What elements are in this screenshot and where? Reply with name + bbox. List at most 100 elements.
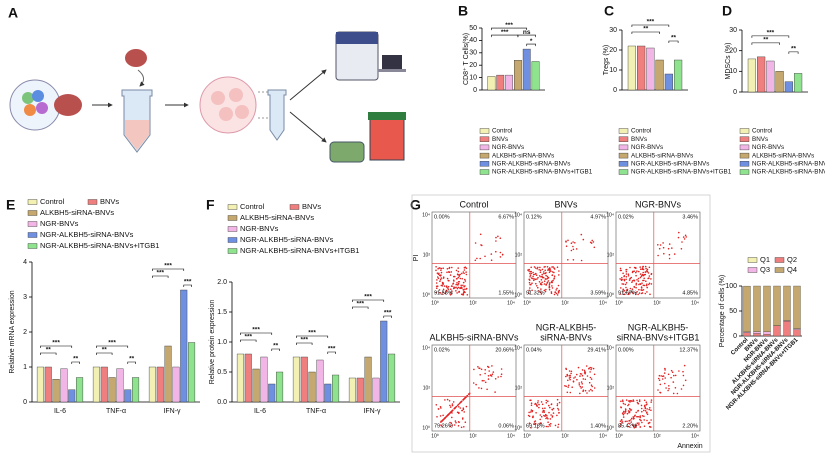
flow-dot (456, 282, 458, 284)
sig-bracket (40, 345, 73, 348)
legend-label: BNVs (492, 136, 508, 143)
legend-label: NGR-ALKBH5-siRNA-BNVs+ITGB1 (240, 246, 359, 255)
flow-dot (529, 411, 532, 413)
flow-title: NGR-BNVs (635, 199, 682, 209)
flow-dot (632, 424, 634, 426)
quadrant-value: 20.66% (495, 347, 514, 353)
flow-dot (650, 283, 653, 285)
flow-dot (547, 421, 549, 424)
cell (32, 90, 44, 102)
flow-dot (627, 273, 630, 276)
flow-dot (625, 291, 627, 294)
flow-dot (529, 287, 531, 289)
flow-dot (549, 418, 552, 420)
flow-dot (547, 400, 549, 403)
flow-dot (660, 375, 662, 377)
sig-label: *** (356, 301, 364, 308)
flow-dot (528, 281, 531, 284)
flow-dot (631, 288, 634, 291)
y-tick-label: 0 (23, 399, 27, 406)
flow-dot (464, 421, 467, 424)
sig-label: ** (671, 35, 677, 42)
flow-dot (572, 245, 574, 248)
flow-dot (534, 403, 536, 405)
flow-dot (685, 236, 687, 238)
sig-bracket (40, 352, 57, 355)
flow-dot (437, 277, 440, 280)
legend-label: NGR-BNVs (492, 144, 524, 151)
sig-label: ** (102, 347, 108, 354)
flow-dot (543, 414, 545, 417)
flow-dot (457, 270, 460, 273)
flow-dot (461, 287, 463, 290)
quadrant-value: 2.20% (682, 423, 698, 429)
legend-label: ALKBH5-siRNA-BNVs (492, 152, 554, 159)
flow-dot (451, 404, 454, 407)
bar (531, 61, 540, 91)
flow-dot (677, 236, 680, 239)
flow-dot (646, 413, 649, 416)
flow-dot (544, 407, 546, 410)
flow-dot (435, 404, 438, 406)
flow-dot (567, 386, 569, 388)
flow-dot (637, 280, 640, 282)
flow-dot (627, 400, 630, 402)
flow-dot (650, 272, 653, 275)
bar (496, 74, 505, 91)
legend-swatch (479, 152, 490, 159)
flow-dot (546, 282, 549, 284)
flow-dot (625, 286, 627, 289)
flow-dot (446, 277, 449, 280)
flow-dot (633, 279, 635, 282)
quadrant-value: 69.16% (526, 423, 545, 429)
bar-segment (773, 285, 781, 326)
flow-dot (628, 403, 630, 406)
flow-dot (451, 424, 454, 426)
flow-dot (667, 389, 669, 392)
flow-dot (464, 280, 467, 282)
legend-swatch (618, 169, 629, 175)
legend-swatch (739, 161, 750, 167)
x-tick-label: IL-6 (54, 408, 66, 415)
bar (364, 356, 372, 403)
flow-dot (657, 377, 660, 380)
flow-dot (435, 282, 438, 284)
flow-dot (438, 291, 441, 294)
flow-dot (528, 268, 530, 271)
bar (388, 353, 396, 403)
y-axis-label: CD8⁺ T Cells(%) (463, 33, 470, 85)
flow-dot (458, 421, 460, 424)
y-tick-label: 0.5 (217, 369, 227, 376)
flow-dot (457, 273, 459, 276)
flow-dot (463, 398, 466, 400)
flow-dot (451, 416, 453, 419)
flow-dot (452, 401, 455, 403)
flow-dot (569, 374, 571, 377)
flow-dot (623, 410, 625, 413)
flow-dot (463, 285, 465, 288)
flow-dot (551, 274, 553, 277)
flow-dot (452, 409, 454, 412)
flow-dot (528, 289, 530, 292)
flow-dot (539, 269, 542, 272)
flow-dot (639, 276, 642, 279)
flow-dot (463, 290, 465, 293)
flow-dot (548, 282, 551, 284)
y-tick-label: 0 (473, 87, 477, 94)
flow-dot (449, 294, 452, 296)
flow-dot (441, 425, 443, 427)
bar-segment (763, 285, 771, 332)
sig-bracket (296, 335, 329, 338)
flow-dot (568, 384, 570, 387)
flow-dot (463, 269, 466, 271)
bar (148, 366, 156, 403)
flow-dot (678, 231, 680, 234)
flow-dot (550, 414, 552, 416)
flow-plot (523, 211, 609, 299)
flow-dot (590, 242, 593, 244)
bar (308, 371, 316, 403)
flow-dot (529, 399, 531, 402)
flow-dot (670, 369, 673, 372)
flow-dot (658, 247, 661, 250)
flow-dot (565, 367, 567, 370)
